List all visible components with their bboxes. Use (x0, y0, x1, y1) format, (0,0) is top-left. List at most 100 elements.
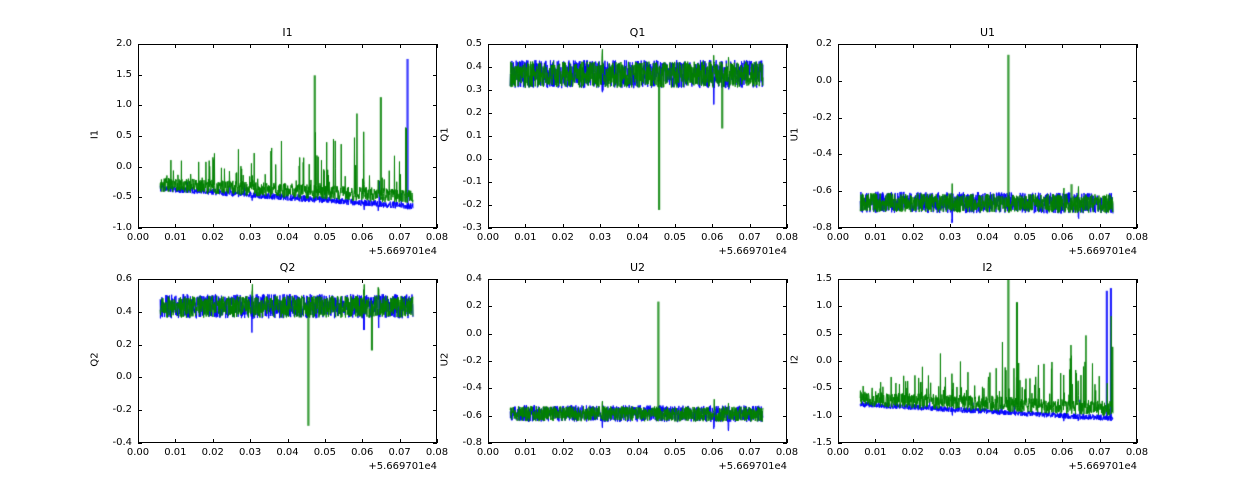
x-tick-mark-top (488, 279, 489, 283)
x-tick-label: 0.07 (1088, 447, 1111, 458)
x-tick-mark (600, 439, 601, 443)
x-tick-label: 0.05 (313, 447, 336, 458)
y-tick-label: -0.2 (812, 111, 832, 123)
plot-area (488, 44, 787, 228)
y-tick-mark-right (783, 205, 787, 206)
y-tick-label: -0.6 (462, 409, 482, 421)
x-tick-label: 0.01 (164, 447, 187, 458)
x-tick-mark-top (1100, 44, 1101, 48)
x-tick-mark-top (400, 279, 401, 283)
x-tick-label: 0.06 (351, 232, 374, 243)
x-tick-mark (638, 439, 639, 443)
y-tick-mark (488, 443, 492, 444)
y-tick-label: 0.0 (466, 153, 482, 164)
x-tick-mark (1137, 224, 1138, 228)
x-tick-mark (988, 224, 989, 228)
y-tick-mark-right (1133, 279, 1137, 280)
x-tick-label: 0.03 (938, 447, 962, 458)
x-tick-label: 0.03 (238, 232, 262, 243)
y-tick-mark-right (1133, 334, 1137, 335)
x-tick-label: 0.04 (626, 447, 649, 458)
y-tick-label: 0.5 (816, 327, 832, 339)
x-tick-label: 0.08 (1125, 232, 1149, 243)
y-tick-label: -0.2 (462, 355, 482, 366)
x-tick-label: 0.02 (201, 232, 224, 243)
x-tick-label: 0.08 (425, 447, 449, 458)
x-tick-label: 0.07 (388, 232, 411, 243)
x-tick-label: 0.06 (1051, 447, 1074, 458)
x-tick-mark-top (250, 279, 251, 283)
x-tick-mark (362, 224, 363, 228)
y-tick-mark-right (783, 334, 787, 335)
y-tick-mark (138, 105, 142, 106)
x-tick-label: 0.00 (826, 232, 850, 243)
plot-area (138, 279, 437, 443)
y-tick-mark (488, 228, 492, 229)
x-axis-offset-text: +5.669701e4 (1068, 461, 1137, 472)
signal-trace-canvas (839, 45, 1136, 227)
x-tick-mark (1062, 224, 1063, 228)
x-tick-mark (288, 439, 289, 443)
y-axis-label: Q1 (439, 127, 451, 142)
x-tick-label: 0.02 (551, 232, 574, 243)
x-tick-label: 0.05 (663, 447, 686, 458)
y-tick-mark (138, 167, 142, 168)
x-tick-mark-top (1025, 279, 1026, 283)
y-tick-mark-right (433, 443, 437, 444)
x-tick-mark-top (638, 44, 639, 48)
x-tick-label: 0.04 (276, 447, 299, 458)
x-tick-label: 0.04 (976, 232, 999, 243)
subplot-title: I1 (282, 26, 293, 39)
x-tick-mark-top (875, 279, 876, 283)
x-tick-mark (138, 439, 139, 443)
x-tick-mark-top (950, 279, 951, 283)
y-tick-mark (488, 159, 492, 160)
x-tick-mark (213, 224, 214, 228)
x-tick-mark-top (488, 44, 489, 48)
y-tick-label: 0.4 (466, 273, 482, 284)
x-tick-mark-top (325, 44, 326, 48)
y-tick-label: 0.5 (466, 38, 482, 49)
x-tick-mark-top (213, 44, 214, 48)
y-tick-label: 0.2 (116, 338, 132, 350)
x-tick-mark-top (525, 279, 526, 283)
y-tick-mark (138, 279, 142, 280)
y-tick-mark (488, 279, 492, 280)
y-tick-label: -0.5 (112, 191, 132, 203)
y-tick-mark-right (783, 416, 787, 417)
x-axis-offset-text: +5.669701e4 (368, 461, 437, 472)
y-tick-label: 0.4 (116, 305, 132, 317)
y-tick-mark (138, 377, 142, 378)
x-tick-label: 0.06 (701, 447, 724, 458)
y-tick-mark (838, 443, 842, 444)
subplot-title: Q2 (279, 261, 296, 274)
signal-trace-canvas (489, 280, 786, 442)
subplot-title: I2 (982, 261, 993, 274)
y-tick-mark (838, 361, 842, 362)
y-tick-mark-right (433, 377, 437, 378)
x-tick-mark (563, 224, 564, 228)
y-tick-label: -0.8 (462, 437, 482, 448)
y-tick-mark (488, 306, 492, 307)
x-tick-label: 0.03 (938, 232, 962, 243)
y-tick-label: -0.3 (462, 222, 482, 233)
y-tick-mark (488, 416, 492, 417)
x-tick-mark (750, 439, 751, 443)
y-tick-mark-right (1133, 388, 1137, 389)
y-tick-mark (838, 44, 842, 45)
x-tick-mark-top (175, 279, 176, 283)
x-tick-label: 0.02 (901, 447, 924, 458)
y-tick-label: -0.8 (812, 222, 832, 233)
x-tick-mark-top (437, 44, 438, 48)
x-tick-mark-top (213, 279, 214, 283)
x-tick-mark (250, 439, 251, 443)
x-tick-mark-top (362, 44, 363, 48)
y-tick-mark (138, 75, 142, 76)
x-tick-mark (787, 439, 788, 443)
x-tick-mark (1100, 224, 1101, 228)
y-tick-mark (488, 44, 492, 45)
x-tick-label: 0.01 (164, 232, 187, 243)
